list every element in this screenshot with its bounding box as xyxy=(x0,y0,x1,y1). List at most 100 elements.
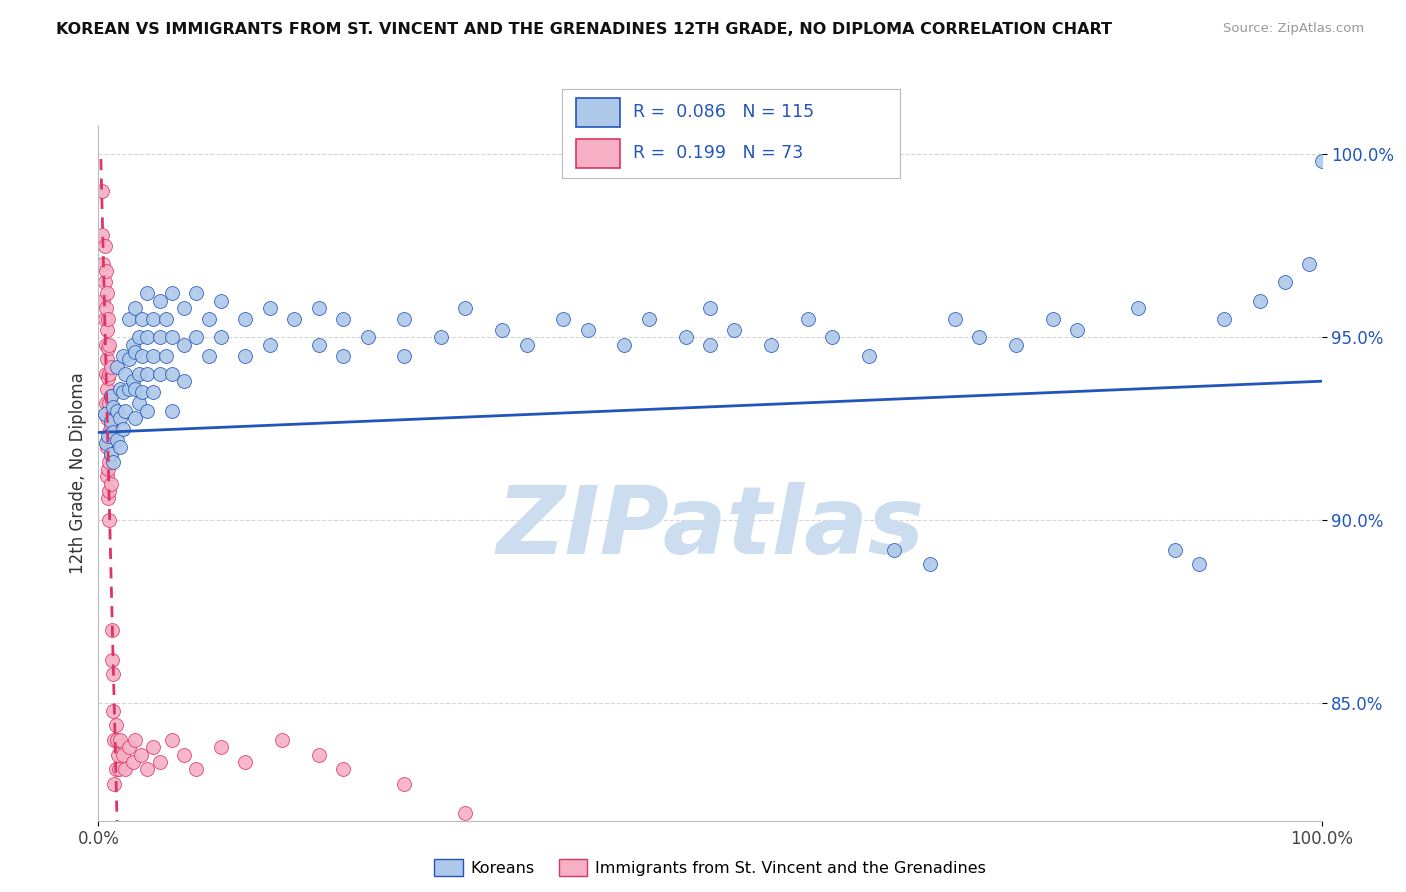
Point xyxy=(105,733,128,747)
Point xyxy=(100,447,122,461)
Point xyxy=(1164,542,1187,557)
Point xyxy=(270,733,294,747)
Point xyxy=(111,385,134,400)
Point xyxy=(97,341,120,355)
Point xyxy=(107,747,129,762)
Point xyxy=(149,293,172,308)
Point xyxy=(97,491,120,506)
Point xyxy=(308,337,330,351)
Point xyxy=(858,349,880,363)
Point xyxy=(124,382,146,396)
Point xyxy=(124,301,146,315)
Point xyxy=(91,227,114,242)
Point xyxy=(136,763,159,777)
Point xyxy=(1004,337,1026,351)
Point xyxy=(699,301,721,315)
Point xyxy=(104,763,127,777)
Point xyxy=(553,312,575,326)
Point xyxy=(93,312,115,326)
Point xyxy=(131,349,153,363)
Point xyxy=(105,359,128,374)
Point xyxy=(1128,301,1150,315)
Point xyxy=(100,476,122,491)
Point xyxy=(233,349,256,363)
Point xyxy=(308,301,330,315)
Point xyxy=(142,349,165,363)
Point xyxy=(100,418,122,433)
Point xyxy=(308,747,330,762)
Point xyxy=(94,436,117,450)
Point xyxy=(149,330,172,344)
Point xyxy=(197,349,219,363)
Point xyxy=(209,330,232,344)
Point xyxy=(94,337,117,351)
Point xyxy=(1212,312,1234,326)
Point xyxy=(100,389,122,403)
Point xyxy=(96,323,118,337)
Point xyxy=(96,286,118,301)
Y-axis label: 12th Grade, No Diploma: 12th Grade, No Diploma xyxy=(69,372,87,574)
Point xyxy=(675,330,697,344)
Point xyxy=(160,733,183,747)
Point xyxy=(98,484,121,499)
Text: ZIPatlas: ZIPatlas xyxy=(496,483,924,574)
Point xyxy=(454,806,477,821)
Point xyxy=(114,403,136,417)
Point xyxy=(104,718,127,732)
Point xyxy=(233,312,256,326)
Point xyxy=(101,652,124,666)
Point xyxy=(124,345,146,359)
Point xyxy=(149,367,172,381)
Point xyxy=(98,513,121,527)
Point xyxy=(160,286,183,301)
Point xyxy=(101,704,124,718)
Point xyxy=(637,312,661,326)
Point xyxy=(128,330,150,344)
Point xyxy=(761,337,783,351)
Point xyxy=(430,330,453,344)
Point xyxy=(129,747,152,762)
Point xyxy=(121,337,143,351)
Point xyxy=(100,359,122,374)
Point xyxy=(943,312,966,326)
Point xyxy=(197,312,219,326)
Point xyxy=(118,740,141,755)
Point xyxy=(209,293,232,308)
Point xyxy=(91,257,114,271)
Point xyxy=(283,312,305,326)
Legend: Koreans, Immigrants from St. Vincent and the Grenadines: Koreans, Immigrants from St. Vincent and… xyxy=(427,853,993,882)
Point xyxy=(160,330,183,344)
Point xyxy=(142,312,165,326)
Point xyxy=(576,323,599,337)
Point xyxy=(1310,154,1333,169)
Point xyxy=(124,410,146,425)
Point xyxy=(131,385,153,400)
Point xyxy=(114,367,136,381)
Point xyxy=(392,312,416,326)
Point xyxy=(1066,323,1088,337)
Point xyxy=(883,542,905,557)
Point xyxy=(96,410,118,425)
Point xyxy=(1274,276,1296,290)
Point xyxy=(332,312,354,326)
Point xyxy=(124,733,146,747)
Point xyxy=(93,276,115,290)
Point xyxy=(392,349,416,363)
Point xyxy=(101,400,124,414)
Point xyxy=(105,433,128,447)
Point xyxy=(110,382,132,396)
Point xyxy=(515,337,537,351)
Point xyxy=(136,330,159,344)
Point xyxy=(1188,558,1211,572)
Point xyxy=(186,763,208,777)
Point xyxy=(111,349,134,363)
Point xyxy=(136,367,159,381)
Point xyxy=(111,422,134,436)
Point xyxy=(173,747,195,762)
Point xyxy=(186,330,208,344)
Point xyxy=(100,389,122,403)
Point xyxy=(110,733,132,747)
Point xyxy=(149,755,172,769)
Point xyxy=(103,733,125,747)
Point xyxy=(128,367,150,381)
